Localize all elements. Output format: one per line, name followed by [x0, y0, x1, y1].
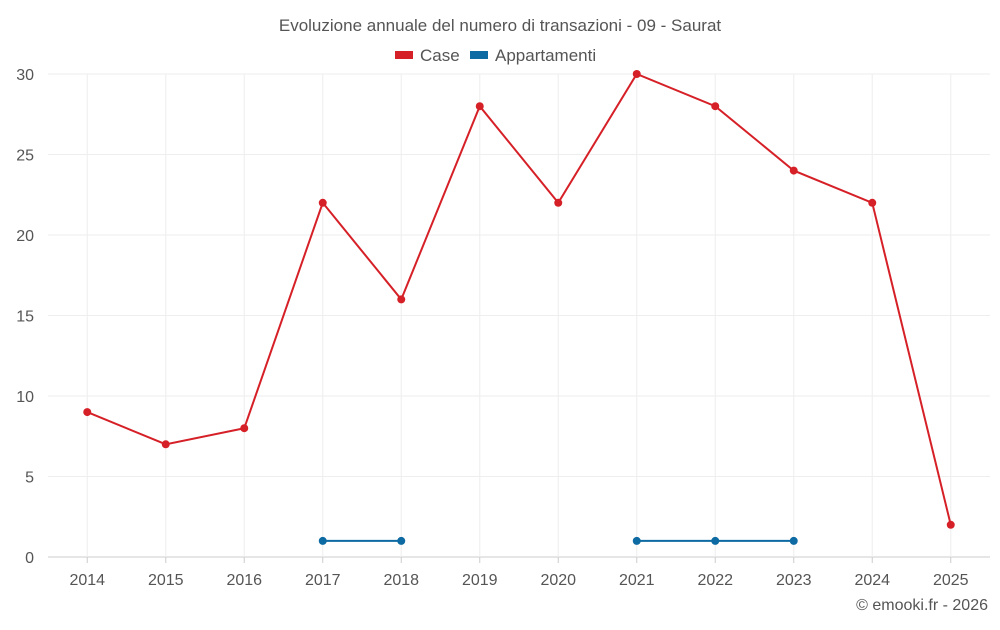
y-tick-label: 25 [16, 148, 34, 165]
y-axis: 0 5 10 15 20 25 30 [16, 67, 34, 567]
x-tick-label: 2019 [462, 572, 498, 589]
y-tick-label: 10 [16, 389, 34, 406]
x-tick-label: 2025 [933, 572, 969, 589]
y-tick-label: 20 [16, 228, 34, 245]
y-tick-label: 15 [16, 309, 34, 326]
legend: Case Appartamenti [395, 46, 596, 65]
x-tick-label: 2016 [226, 572, 262, 589]
chart-title: Evoluzione annuale del numero di transaz… [279, 16, 722, 35]
x-tick-label: 2022 [697, 572, 733, 589]
legend-swatch-case [395, 51, 413, 59]
data-point-case [632, 70, 641, 78]
x-tick-label: 2023 [776, 572, 812, 589]
y-tick-label: 5 [25, 470, 34, 487]
data-point-case [946, 520, 955, 529]
x-tick-label: 2024 [854, 572, 890, 589]
data-point-case [240, 424, 249, 433]
data-point-case [318, 198, 327, 207]
x-tick-label: 2021 [619, 572, 655, 589]
data-point-case [475, 102, 484, 111]
x-tick-label: 2015 [148, 572, 184, 589]
data-point-case [711, 102, 720, 111]
x-axis: 2014 2015 2016 2017 2018 2019 2020 2021 2022 2023… [69, 557, 969, 589]
data-point-appartamenti [397, 536, 406, 545]
x-tick-label: 2020 [540, 572, 576, 589]
x-tick-label: 2017 [305, 572, 341, 589]
series-line-case [86, 72, 952, 526]
data-point-case [554, 198, 563, 207]
credit: © emooki.fr - 2026 [856, 597, 988, 614]
legend-label-appartamenti: Appartamenti [495, 46, 596, 65]
data-point-case [83, 408, 92, 417]
data-point-case [789, 166, 798, 175]
data-point-appartamenti [318, 536, 327, 545]
grid [48, 73, 990, 558]
y-tick-label: 30 [16, 67, 34, 84]
y-tick-label: 0 [25, 550, 34, 567]
data-point-appartamenti [789, 536, 798, 545]
x-tick-label: 2014 [69, 572, 105, 589]
data-point-case [161, 440, 170, 449]
legend-label-case: Case [420, 46, 460, 65]
data-point-appartamenti [632, 536, 641, 545]
x-tick-label: 2018 [383, 572, 419, 589]
legend-swatch-appartamenti [470, 51, 488, 59]
data-point-case [868, 198, 877, 207]
data-point-case [397, 295, 406, 304]
series-group [83, 70, 955, 545]
data-point-appartamenti [711, 536, 720, 545]
